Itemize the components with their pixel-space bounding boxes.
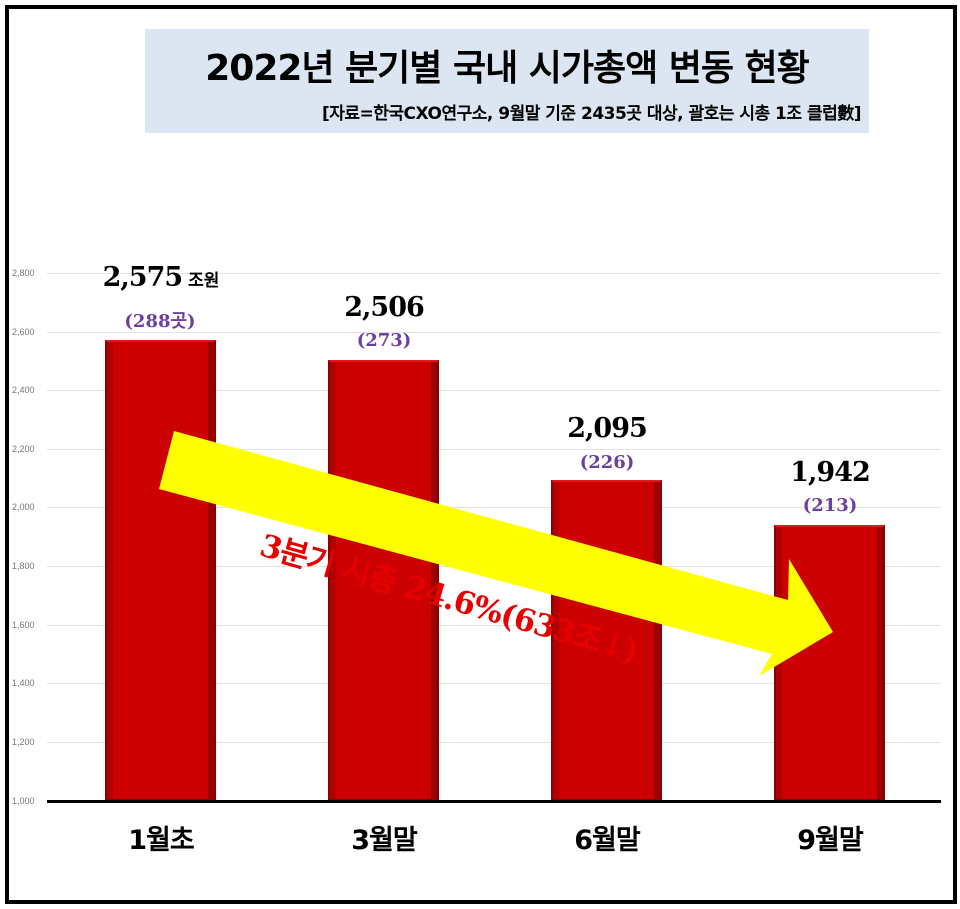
gridline [47, 273, 941, 274]
chart-subtitle: [자료=한국CXO연구소, 9월말 기준 2435곳 대상, 괄호는 시총 1조… [321, 104, 862, 124]
chart-title: 2022년 분기별 국내 시가총액 변동 현황 [205, 48, 810, 89]
y-tick: 2,400 [12, 385, 35, 395]
x-label: 6월말 [574, 825, 640, 856]
gridline [47, 507, 941, 508]
y-tick: 1,000 [12, 796, 35, 806]
value-label: 2,095 [567, 413, 648, 444]
gridline [47, 683, 941, 684]
y-tick: 2,200 [12, 444, 35, 454]
count-label: (273) [356, 330, 412, 351]
gridline [47, 332, 941, 333]
gridline [47, 742, 941, 743]
y-tick: 2,800 [12, 268, 35, 278]
gridline [47, 390, 941, 391]
y-tick: 2,000 [12, 502, 35, 512]
gridline [47, 625, 941, 626]
bar-3월말 [328, 360, 439, 801]
y-tick: 2,600 [12, 327, 35, 337]
y-tick: 1,800 [12, 561, 35, 571]
count-label: (213) [802, 495, 858, 516]
value-label: 2,575 조원 [102, 262, 220, 293]
bar-1월초 [105, 340, 216, 801]
x-label: 9월말 [797, 825, 863, 856]
x-axis-line [47, 800, 941, 803]
y-tick: 1,600 [12, 620, 35, 630]
bar-6월말 [551, 480, 662, 801]
count-label: (288곳) [124, 311, 196, 332]
x-label: 3월말 [351, 825, 417, 856]
y-tick: 1,200 [12, 737, 35, 747]
count-label: (226) [579, 452, 635, 473]
gridline [47, 449, 941, 450]
x-label: 1월초 [128, 825, 194, 856]
title-box: 2022년 분기별 국내 시가총액 변동 현황 [자료=한국CXO연구소, 9월… [145, 29, 869, 133]
value-label: 2,506 [344, 292, 425, 323]
y-tick: 1,400 [12, 678, 35, 688]
value-label: 1,942 [790, 457, 871, 488]
